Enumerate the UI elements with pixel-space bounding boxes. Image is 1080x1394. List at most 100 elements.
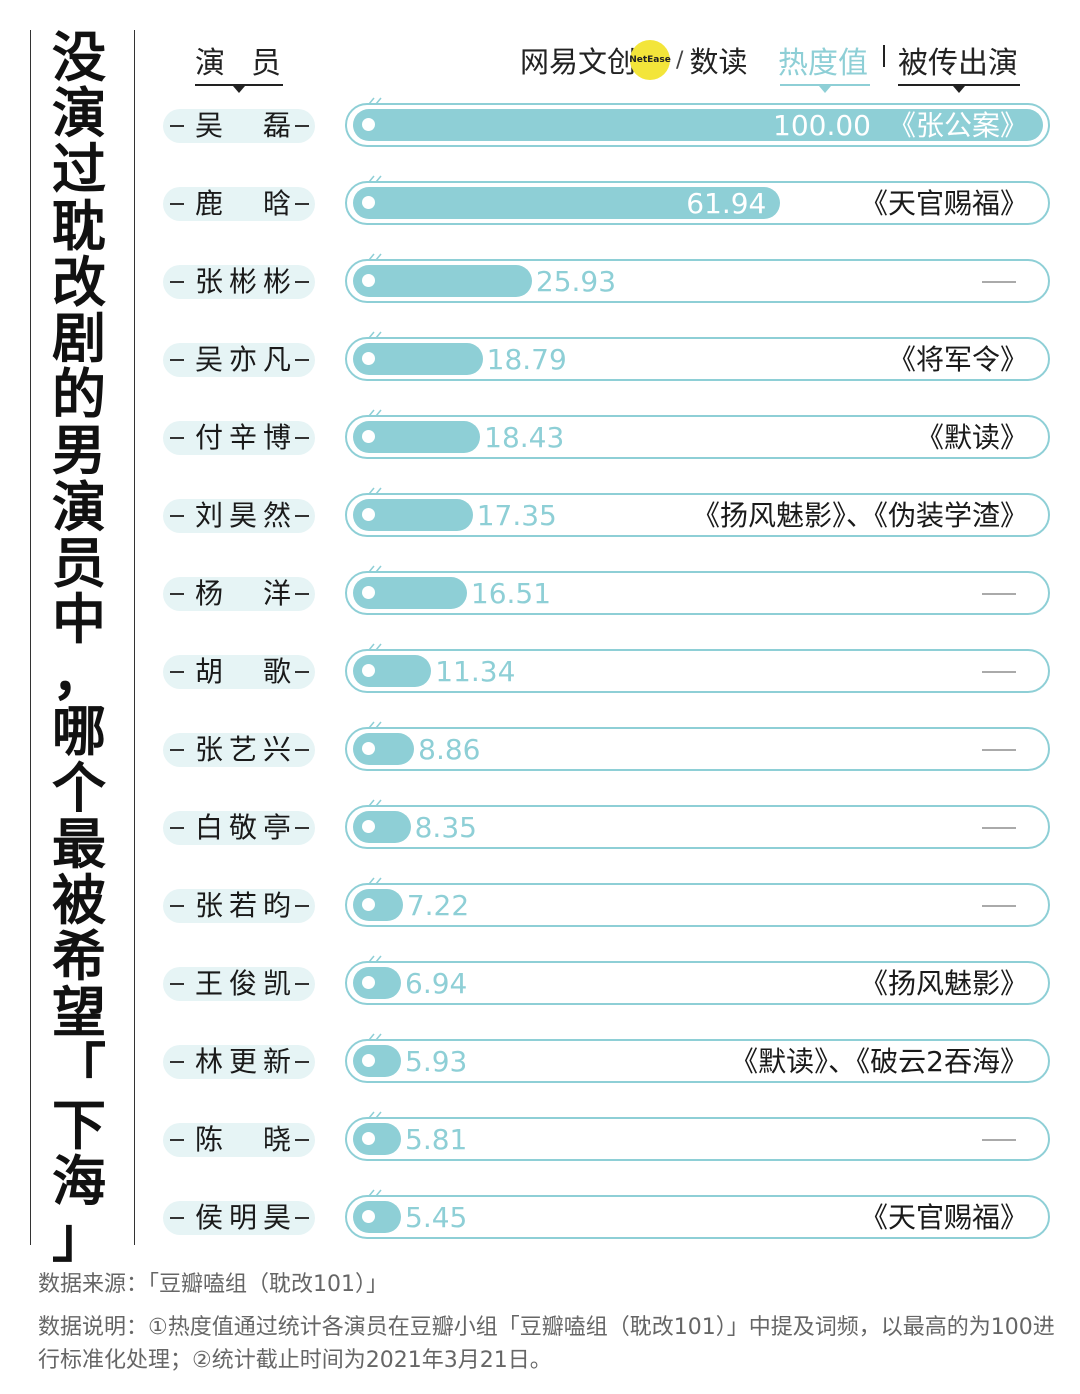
title-char: 海 <box>52 1150 106 1214</box>
bar-knob <box>362 430 375 443</box>
actor-dash-left <box>170 749 184 751</box>
actor-name: 付辛博 <box>195 421 291 454</box>
value-label: 18.79 <box>486 343 567 376</box>
drama-none-dash <box>982 593 1016 595</box>
actor-dash-left <box>170 437 184 439</box>
value-label: 17.35 <box>476 499 557 532</box>
header-heat: 热度值 <box>778 46 868 81</box>
bar-tick-marks <box>368 955 382 963</box>
title-char: 最 <box>52 812 106 876</box>
bar-row: 胡歌 11.34 <box>0 643 1080 697</box>
actor-dash-right <box>295 905 309 907</box>
value-label: 61.94 <box>686 187 767 220</box>
bar-row: 张艺兴 8.86 <box>0 721 1080 775</box>
logo-text: 网易文创 <box>520 45 637 79</box>
left-rule <box>30 30 31 1245</box>
actor-dash-left <box>170 983 184 985</box>
actor-dash-right <box>295 1061 309 1063</box>
actor-pill <box>163 499 315 533</box>
actor-dash-right <box>295 593 309 595</box>
title-char: 希 <box>52 925 106 989</box>
logo-subtitle: 数读 <box>689 45 748 79</box>
header-actor: 演员 <box>195 46 307 81</box>
bar-track <box>345 805 1050 849</box>
bar-tick-marks <box>368 175 382 183</box>
actor-name: 侯明昊 <box>195 1201 291 1234</box>
actor-pill <box>163 1123 315 1157</box>
value-label: 6.94 <box>405 967 468 1000</box>
actor-dash-right <box>295 125 309 127</box>
title-char: 演 <box>52 475 106 539</box>
title-char: 「 <box>52 1037 106 1101</box>
value-label: 5.81 <box>405 1123 468 1156</box>
bar <box>353 109 1043 141</box>
actor-name: 张艺兴 <box>195 733 291 766</box>
bar-knob <box>362 1210 375 1223</box>
bar-knob <box>362 118 375 131</box>
actor-dash-right <box>295 749 309 751</box>
header-drama-underline <box>898 84 1020 86</box>
bar <box>353 967 401 999</box>
bar-knob <box>362 274 375 287</box>
drama-none-dash <box>982 749 1016 751</box>
footer-note: 数据说明：①热度值通过统计各演员在豆瓣小组「豆瓣嗑组（耽改101）」中提及词频，… <box>38 1315 1055 1373</box>
actor-name: 杨洋 <box>195 577 291 610</box>
value-label: 100.00 <box>773 109 871 142</box>
drama-none-dash <box>982 671 1016 673</box>
actor-name: 吴磊 <box>195 109 291 142</box>
bar <box>353 889 403 921</box>
actor-pill <box>163 1201 315 1235</box>
actor-dash-right <box>295 1139 309 1141</box>
logo-slash: / <box>676 47 684 73</box>
title-char: 员 <box>52 531 106 595</box>
actor-pill <box>163 421 315 455</box>
header-drama-arrow <box>953 86 965 93</box>
actor-name: 刘昊然 <box>195 499 291 532</box>
drama-label: 《天官赐福》 <box>859 1201 1028 1234</box>
title-char: 男 <box>52 419 106 483</box>
bar-tick-marks <box>368 1033 382 1041</box>
actor-pill <box>163 655 315 689</box>
bar-row: 白敬亭 8.35 <box>0 799 1080 853</box>
actor-dash-right <box>295 437 309 439</box>
bar-knob <box>362 742 375 755</box>
bar-tick-marks <box>368 799 382 807</box>
title-char: 个 <box>52 756 106 820</box>
actor-name: 吴亦凡 <box>195 343 291 376</box>
bar-track <box>345 961 1050 1005</box>
value-label: 8.86 <box>418 733 481 766</box>
actor-dash-left <box>170 1217 184 1219</box>
bar <box>353 265 532 297</box>
bar-knob <box>362 196 375 209</box>
bar-knob <box>362 1054 375 1067</box>
value-label: 8.35 <box>414 811 477 844</box>
actor-name: 胡歌 <box>195 655 291 688</box>
netease-logo: 网易文创 NetEase / 数读 <box>520 40 747 80</box>
title-char: 没 <box>52 26 106 89</box>
drama-label: 《张公案》 <box>887 109 1028 142</box>
actor-dash-right <box>295 281 309 283</box>
bar <box>353 1045 401 1077</box>
title-char: 改 <box>52 250 106 314</box>
actor-pill <box>163 967 315 1001</box>
actor-dash-right <box>295 515 309 517</box>
bar-row: 侯明昊 5.45 《天官赐福》 <box>0 1189 1080 1243</box>
actor-dash-right <box>295 983 309 985</box>
actor-name: 张彬彬 <box>195 265 291 298</box>
bar-knob <box>362 508 375 521</box>
actor-dash-right <box>295 203 309 205</box>
bar-knob <box>362 820 375 833</box>
title-char: 的 <box>52 363 106 427</box>
actor-pill <box>163 109 315 143</box>
bar-track <box>345 727 1050 771</box>
bar-tick-marks <box>368 877 382 885</box>
drama-none-dash <box>982 1139 1016 1141</box>
title-char: 」 <box>52 1206 106 1270</box>
actor-name: 白敬亭 <box>195 811 291 844</box>
title-rule <box>134 30 135 1245</box>
title-char: 下 <box>52 1093 106 1157</box>
bar-row: 林更新 5.93 《默读》、《破云2吞海》 <box>0 1033 1080 1087</box>
bar-track <box>345 883 1050 927</box>
value-label: 11.34 <box>435 655 516 688</box>
actor-pill <box>163 577 315 611</box>
